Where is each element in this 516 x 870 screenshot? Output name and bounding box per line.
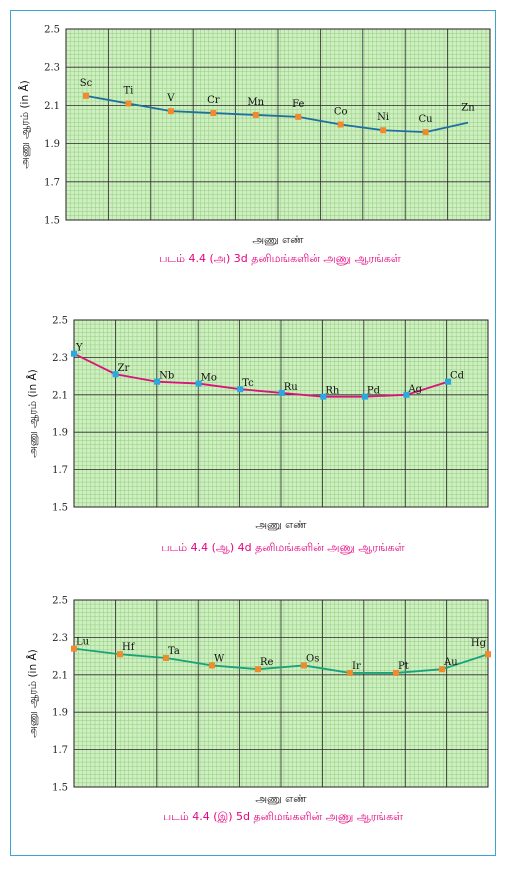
y-tick-label: 1.7	[52, 465, 68, 476]
figure-frame	[10, 10, 496, 856]
data-point-Cr	[210, 110, 217, 117]
element-label-Y: Y	[75, 343, 83, 354]
chart-3: 2.5 2.3 2.1 1.9 1.7 1.5 அணு ஆரம் (in Å) அணு எண்…	[26, 596, 491, 823]
data-point-Os	[301, 662, 307, 669]
x-axis-label: அணு எண்	[252, 234, 304, 246]
data-point-Hg	[485, 651, 491, 658]
chart-1: 2.5 2.3 2.1 1.9 1.7 1.5 அணு ஆரம் (in Å) அணு எண்…	[18, 25, 491, 265]
element-label-Au: Au	[443, 657, 458, 668]
x-axis-label: அணு எண்	[255, 793, 307, 805]
data-point-Ta	[163, 654, 169, 661]
data-point-Re	[255, 666, 261, 673]
data-point-Ir	[347, 669, 353, 676]
data-point-Sc	[83, 92, 89, 99]
element-label-Sc: Sc	[80, 78, 93, 89]
y-tick-label: 2.5	[44, 25, 60, 36]
y-tick-label: 1.5	[52, 783, 68, 794]
data-point-V	[167, 108, 174, 115]
element-label-Zn: Zn	[461, 103, 475, 114]
y-tick-label: 2.1	[52, 390, 68, 401]
chart-caption: படம் 4.4 (ஆ) 4d தனிமங்களின் அணு ஆரங்கள்	[161, 541, 404, 554]
element-label-Pt: Pt	[398, 661, 409, 672]
y-axis-label: அணு ஆரம் (in Å)	[18, 80, 31, 169]
data-point-Ti	[125, 100, 132, 107]
element-label-Rh: Rh	[325, 386, 340, 397]
y-axis-label: அணு ஆரம் (in Å)	[26, 649, 39, 738]
element-label-Tc: Tc	[242, 378, 254, 389]
data-point-Au	[439, 666, 445, 673]
chart-caption: படம் 4.4 (அ) 3d தனிமங்களின் அணு ஆரங்கள்	[159, 252, 401, 265]
element-label-Pd: Pd	[367, 386, 381, 397]
y-tick-label: 1.5	[44, 216, 60, 227]
element-label-Fe: Fe	[292, 99, 304, 110]
y-tick-label: 2.5	[52, 316, 68, 327]
element-label-Ag: Ag	[407, 384, 422, 395]
series-line	[73, 647, 489, 674]
element-label-Zr: Zr	[118, 363, 130, 374]
element-label-Os: Os	[306, 653, 319, 664]
element-label-Ru: Ru	[284, 382, 299, 393]
element-label-Cr: Cr	[207, 95, 220, 106]
chart-2: 2.5 2.3 2.1 1.9 1.7 1.5 அணு ஆரம் (in Å) அணு எண்…	[26, 316, 489, 554]
data-point-Ag	[403, 391, 410, 398]
data-point-Pd	[361, 393, 368, 400]
element-label-Cu: Cu	[419, 114, 434, 125]
element-label-Ti: Ti	[124, 85, 134, 96]
y-tick-label: 2.3	[52, 353, 68, 364]
y-tick-label: 2.5	[52, 596, 68, 607]
y-tick-label: 1.9	[44, 139, 60, 150]
data-point-Mn	[252, 111, 259, 118]
element-label-Hg: Hg	[471, 638, 487, 649]
y-tick-label: 1.7	[44, 177, 60, 188]
plot-border	[73, 599, 489, 788]
element-label-Re: Re	[260, 657, 274, 668]
data-point-W	[209, 662, 215, 669]
data-point-Lu	[71, 645, 77, 652]
series-line	[85, 94, 469, 134]
x-axis-label: அணு எண்	[255, 519, 307, 531]
y-tick-label: 1.5	[52, 503, 68, 514]
data-point-Rh	[320, 393, 327, 400]
data-point-Hf	[117, 651, 123, 658]
element-label-Ir: Ir	[352, 661, 361, 672]
data-point-Cu	[422, 129, 429, 136]
data-point-Fe	[295, 113, 302, 120]
element-label-Co: Co	[334, 107, 348, 118]
y-tick-label: 2.3	[52, 633, 68, 644]
data-point-Ru	[278, 389, 285, 396]
y-tick-label: 1.9	[52, 428, 68, 439]
element-label-Hf: Hf	[122, 642, 136, 653]
data-point-Zr	[112, 371, 119, 378]
data-point-Tc	[237, 386, 244, 393]
plot-border	[73, 319, 489, 508]
y-tick-label: 2.1	[52, 670, 68, 681]
series-line	[73, 352, 449, 398]
chart-caption: படம் 4.4 (இ) 5d தனிமங்களின் அணு ஆரங்கள்	[163, 810, 403, 823]
data-point-Co	[337, 121, 344, 128]
data-point-Cd	[445, 378, 451, 385]
data-point-Pt	[393, 669, 399, 676]
data-point-Y	[71, 350, 77, 357]
element-label-Mo: Mo	[201, 373, 217, 384]
data-point-Mo	[195, 380, 202, 387]
data-point-Ni	[380, 127, 387, 134]
element-label-Cd: Cd	[450, 371, 465, 382]
y-tick-label: 2.1	[44, 101, 60, 112]
element-label-Nb: Nb	[159, 371, 174, 382]
y-tick-label: 1.9	[52, 708, 68, 719]
element-label-Ta: Ta	[168, 646, 180, 657]
plot-border	[65, 28, 491, 221]
element-label-Lu: Lu	[76, 637, 90, 648]
y-tick-label: 2.3	[44, 63, 60, 74]
element-label-W: W	[214, 653, 225, 664]
element-label-V: V	[166, 93, 175, 104]
y-tick-label: 1.7	[52, 745, 68, 756]
element-label-Ni: Ni	[377, 112, 389, 123]
y-axis-label: அணு ஆரம் (in Å)	[26, 369, 39, 458]
data-point-Nb	[154, 378, 161, 385]
element-label-Mn: Mn	[247, 97, 264, 108]
